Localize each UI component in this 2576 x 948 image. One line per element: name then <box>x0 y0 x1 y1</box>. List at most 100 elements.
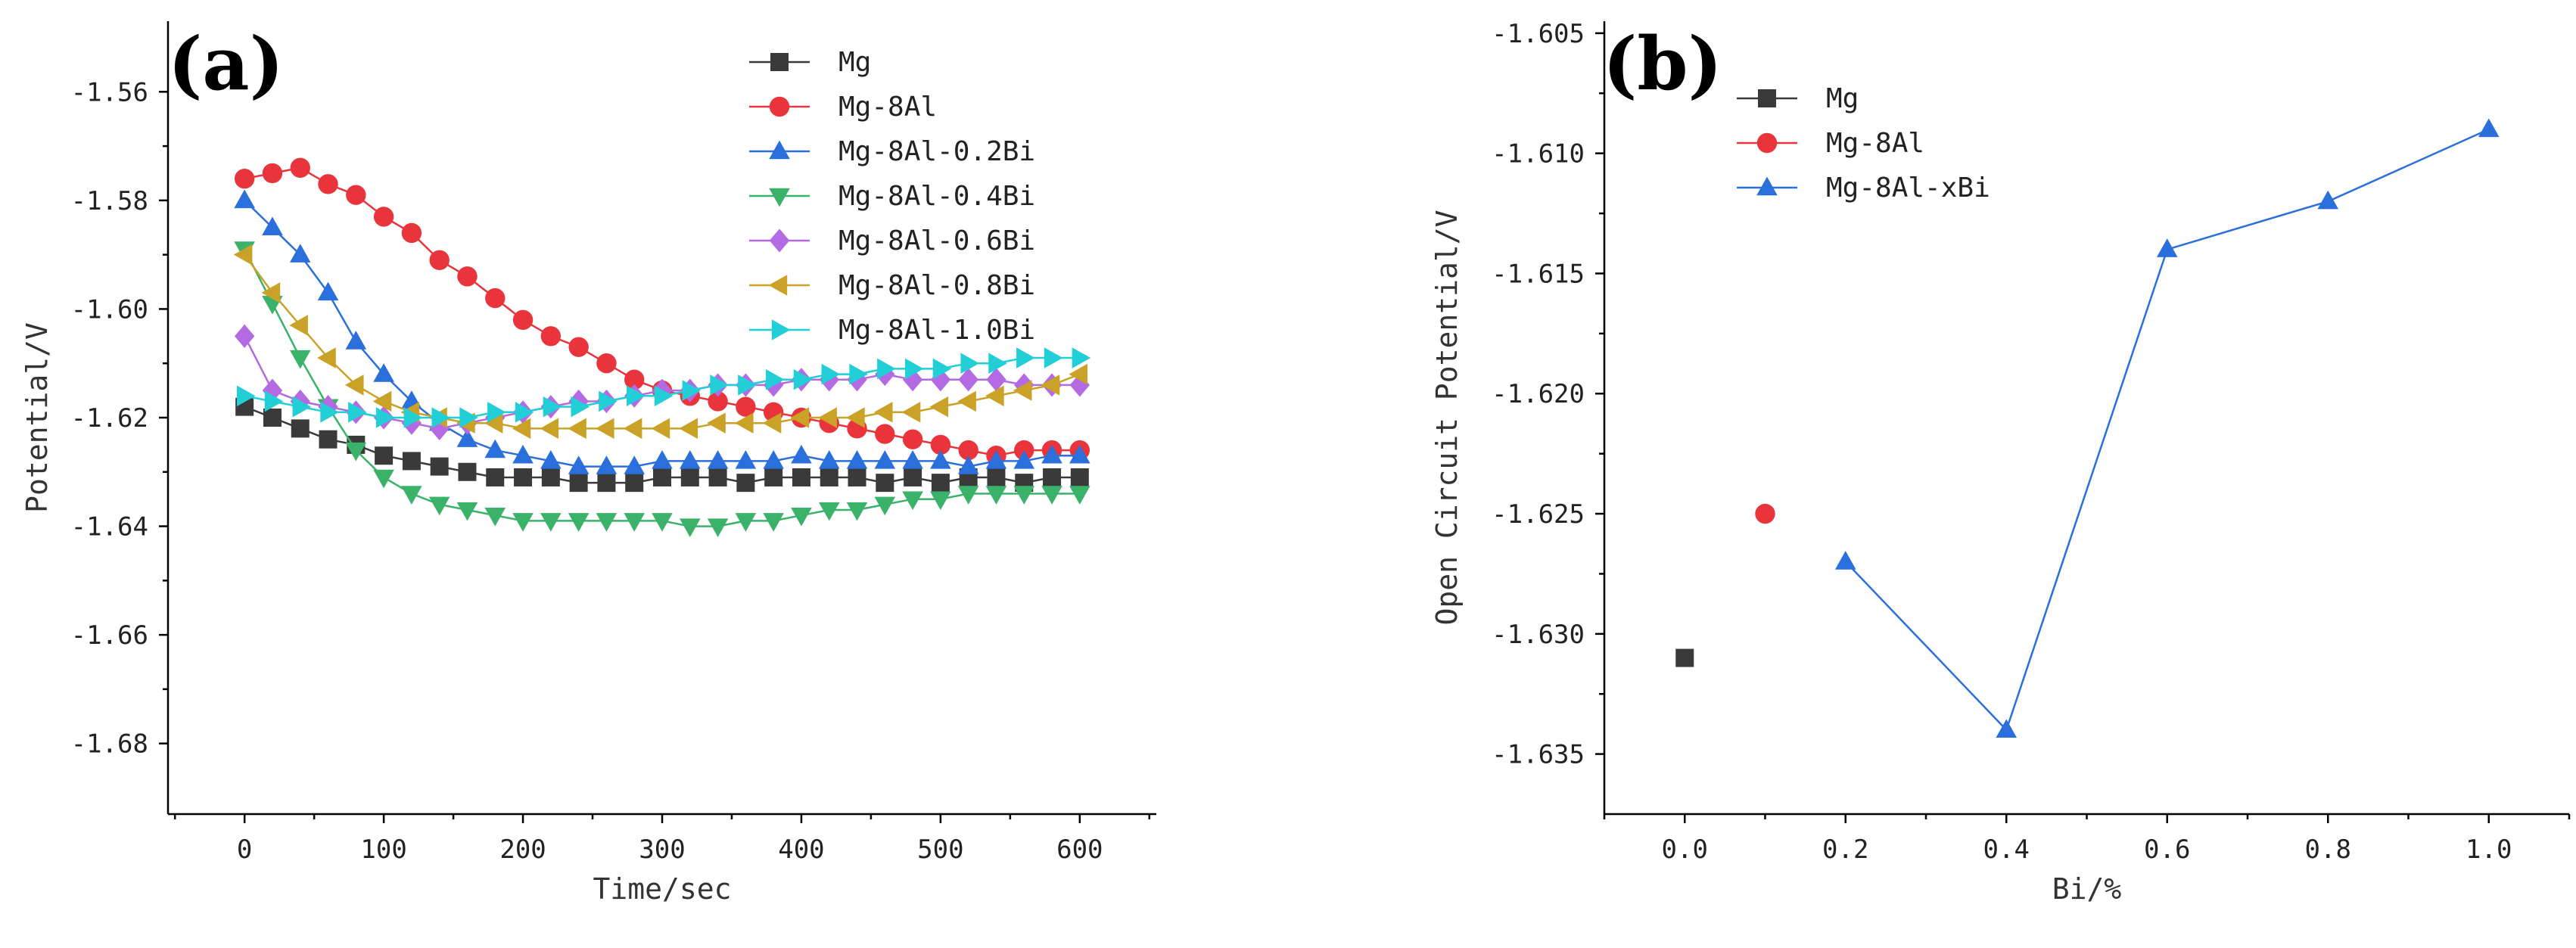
data-point <box>821 363 841 385</box>
data-point <box>515 402 534 423</box>
legend: Mg Mg-8Al Mg-8Al-0.2Bi Mg-8Al-0.4Bi Mg-8Al-0… <box>749 47 1035 346</box>
data-point <box>403 407 423 428</box>
data-point <box>874 450 896 469</box>
data-point <box>596 455 618 474</box>
data-point <box>653 468 671 486</box>
data-point <box>1069 486 1090 505</box>
data-point <box>707 450 729 469</box>
y-tick-label: -1.64 <box>71 512 148 542</box>
data-point <box>428 496 450 516</box>
data-point <box>958 368 978 392</box>
data-point <box>319 430 338 449</box>
data-point <box>320 402 339 423</box>
data-point <box>846 407 865 428</box>
data-point <box>458 462 477 481</box>
data-point <box>346 185 366 205</box>
data-point <box>456 502 478 521</box>
data-point <box>1070 468 1089 486</box>
data-point <box>988 353 1007 375</box>
panel-label: (b) <box>1603 21 1722 107</box>
data-point <box>429 250 450 271</box>
legend-marker <box>768 275 788 296</box>
data-point <box>763 513 784 532</box>
legend-marker <box>769 140 790 160</box>
data-point <box>875 424 895 444</box>
data-point <box>234 168 255 189</box>
data-point <box>930 491 951 511</box>
y-tick-label: -1.68 <box>71 729 148 760</box>
data-point <box>1996 719 2018 738</box>
data-point <box>874 496 896 516</box>
data-point <box>820 468 838 486</box>
data-point <box>654 385 674 407</box>
data-point <box>1044 347 1063 368</box>
legend-label: Mg-8Al-0.2Bi <box>838 136 1035 167</box>
data-point <box>735 513 757 532</box>
data-point <box>1834 551 1856 570</box>
data-point <box>1675 648 1694 667</box>
data-point <box>818 502 840 521</box>
data-point <box>2317 190 2339 210</box>
data-point <box>2478 118 2500 138</box>
data-point <box>849 363 868 385</box>
data-point <box>430 457 449 476</box>
data-point <box>791 508 812 527</box>
data-point <box>1069 444 1090 464</box>
data-point <box>791 444 812 464</box>
data-point <box>930 450 951 469</box>
y-tick-label: -1.615 <box>1492 259 1585 289</box>
data-point <box>263 409 282 427</box>
y-tick-label: -1.66 <box>71 620 148 651</box>
data-point <box>512 513 534 532</box>
data-point <box>431 407 451 428</box>
x-axis-title: Time/sec <box>593 872 731 906</box>
data-point <box>679 518 701 537</box>
data-point <box>401 222 422 244</box>
data-point <box>624 369 645 390</box>
series-mg-8al-xbi <box>1834 118 2500 738</box>
data-point <box>708 391 728 412</box>
data-point <box>877 358 896 380</box>
legend-label: Mg-8Al <box>1826 128 1924 159</box>
data-point <box>262 216 283 235</box>
data-point <box>1013 380 1032 401</box>
legend-label: Mg-8Al <box>838 92 937 123</box>
data-point <box>1069 363 1088 385</box>
data-point <box>348 402 367 423</box>
data-point <box>764 468 783 486</box>
data-point <box>682 380 702 401</box>
data-point <box>317 347 336 368</box>
data-point <box>459 407 478 428</box>
data-point <box>1041 486 1062 505</box>
data-point <box>679 418 698 440</box>
data-point <box>540 418 559 440</box>
y-tick-label: -1.62 <box>71 403 148 434</box>
data-point <box>734 412 754 434</box>
legend: Mg Mg-8Al Mg-8Al-xBi <box>1737 83 1990 204</box>
data-point <box>736 396 756 417</box>
y-tick-label: -1.635 <box>1492 740 1585 770</box>
data-point <box>793 368 813 390</box>
data-point <box>373 207 394 227</box>
y-tick-label: -1.620 <box>1492 379 1585 409</box>
legend-label: Mg-8Al-0.6Bi <box>838 225 1035 256</box>
data-point <box>289 350 311 369</box>
data-point <box>345 331 367 350</box>
data-point <box>846 450 868 469</box>
data-point <box>652 513 673 532</box>
data-point <box>512 444 534 464</box>
data-point <box>514 468 533 486</box>
data-point <box>986 368 1006 392</box>
data-point <box>373 469 394 489</box>
data-point <box>456 428 478 447</box>
x-tick-label: 0.8 <box>2305 835 2351 865</box>
series-mg <box>235 397 1089 493</box>
data-point <box>929 396 949 418</box>
legend-marker <box>1756 132 1778 154</box>
data-point <box>1072 347 1091 368</box>
x-tick-label: 200 <box>499 835 546 865</box>
data-point <box>1013 450 1035 469</box>
y-tick-label: -1.630 <box>1492 620 1585 650</box>
x-tick-label: 600 <box>1056 835 1103 865</box>
